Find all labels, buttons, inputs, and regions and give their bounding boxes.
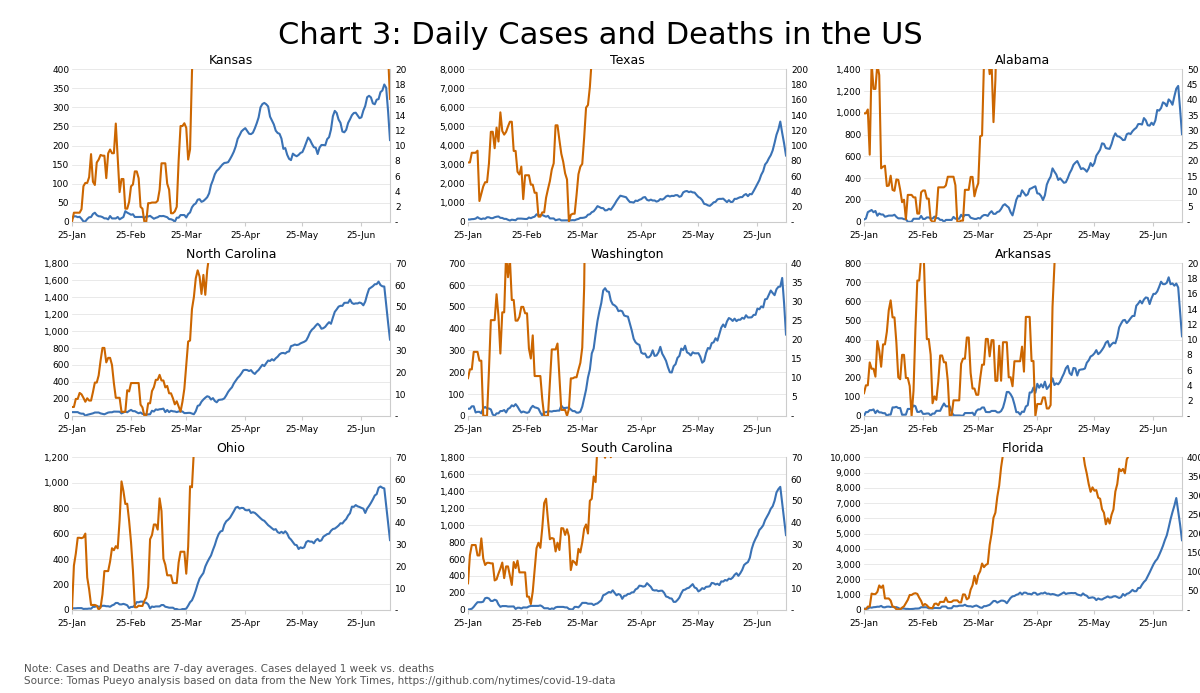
- Title: North Carolina: North Carolina: [186, 248, 276, 261]
- Title: Washington: Washington: [590, 248, 664, 261]
- Title: South Carolina: South Carolina: [581, 442, 673, 455]
- Title: Arkansas: Arkansas: [995, 248, 1051, 261]
- Title: Florida: Florida: [1002, 442, 1044, 455]
- Title: Texas: Texas: [610, 54, 644, 67]
- Text: Note: Cases and Deaths are 7-day averages. Cases delayed 1 week vs. deaths
Sourc: Note: Cases and Deaths are 7-day average…: [24, 665, 616, 686]
- Title: Alabama: Alabama: [995, 54, 1051, 67]
- Title: Kansas: Kansas: [209, 54, 253, 67]
- Title: Ohio: Ohio: [216, 442, 246, 455]
- Text: Chart 3: Daily Cases and Deaths in the US: Chart 3: Daily Cases and Deaths in the U…: [277, 21, 923, 50]
